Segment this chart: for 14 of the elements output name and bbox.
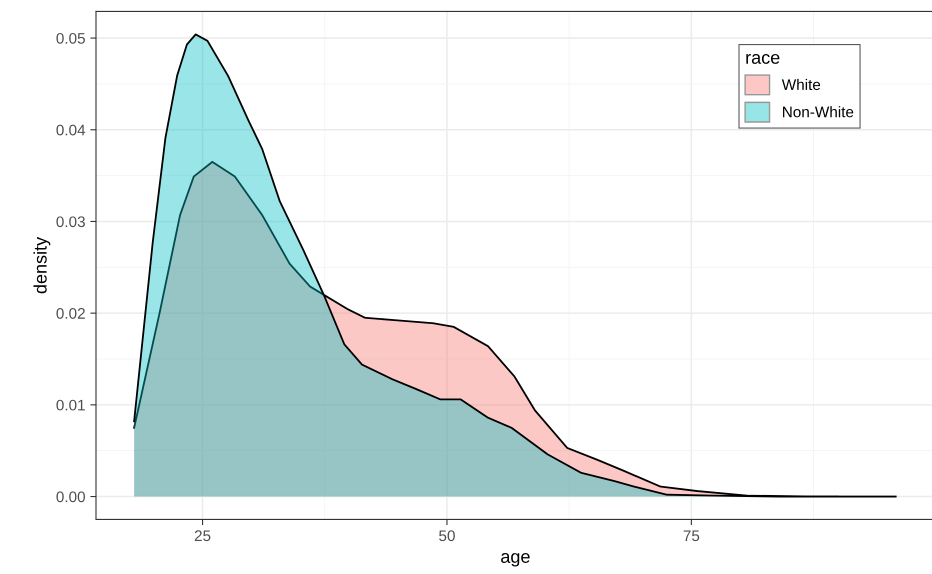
legend-title: race [746,54,780,64]
y-tick-label: 0.03 [56,216,85,228]
x-tick-label: 75 [684,530,700,542]
legend-label: Non-White [783,106,854,118]
x-tick-label: 50 [439,530,455,542]
legend-label: White [782,78,820,90]
y-tick-label: 0.04 [56,124,86,136]
y-tick-label: 0.00 [56,491,85,502]
x-tick-label: 25 [194,530,210,542]
y-tick-label: 0.01 [56,400,85,411]
y-tick-label: 0.05 [56,32,85,44]
y-axis-title: density [33,236,50,294]
y-tick-label: 0.02 [56,308,85,319]
x-axis-title: age [501,553,530,567]
